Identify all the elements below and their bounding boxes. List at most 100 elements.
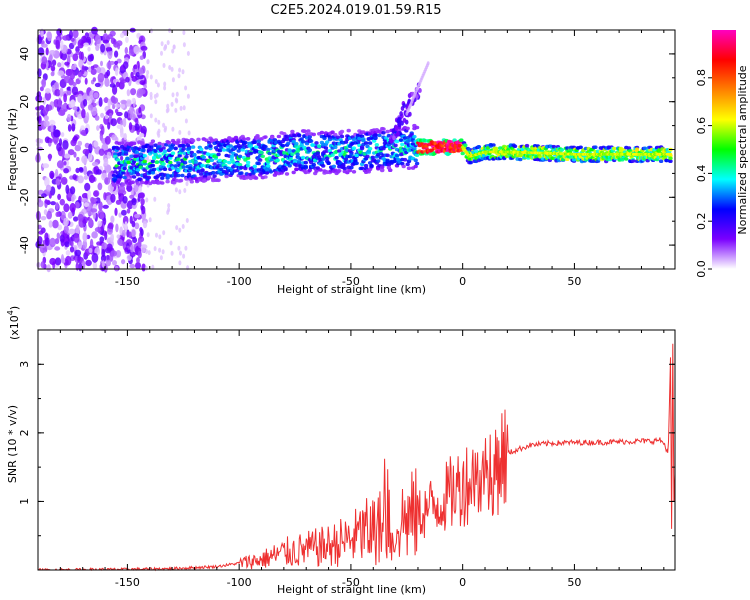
heatmap-cell <box>136 257 140 264</box>
heatmap-cell <box>129 263 136 269</box>
heatmap-cell <box>150 139 156 143</box>
colorbar-tick-label: 0.0 <box>695 260 708 278</box>
heatmap-cell <box>370 155 375 160</box>
heatmap-cell <box>381 131 386 135</box>
heatmap-cell <box>143 84 147 89</box>
heatmap-cell <box>287 163 292 168</box>
heatmap-cell <box>98 201 103 211</box>
heatmap-cell <box>119 141 125 145</box>
heatmap-cell <box>87 104 94 111</box>
heatmap-cell <box>45 237 50 247</box>
heatmap-cell <box>42 163 50 169</box>
heatmap-cell <box>186 51 190 56</box>
heatmap-cell <box>365 154 370 159</box>
heatmap-cell <box>174 187 178 193</box>
heatmap-cell <box>413 164 418 169</box>
heatmap-cell <box>258 158 263 162</box>
heatmap-cell <box>170 250 174 256</box>
heatmap-cell <box>68 30 74 40</box>
heatmap-cell <box>81 108 86 119</box>
heatmap-cell <box>86 112 90 122</box>
heatmap-cell <box>331 164 337 169</box>
heatmap-cell <box>46 264 51 273</box>
heatmap-cell <box>299 137 304 141</box>
heatmap-cell <box>48 220 53 228</box>
heatmap-cell <box>663 155 668 159</box>
heatmap-cell <box>46 210 52 220</box>
heatmap-cell <box>354 153 359 158</box>
heatmap-cell <box>115 250 122 258</box>
heatmap-cell <box>83 175 89 180</box>
heatmap-cell <box>170 66 174 72</box>
heatmap-cell <box>81 155 88 164</box>
heatmap-cell <box>245 153 251 158</box>
heatmap-cell <box>333 145 338 149</box>
heatmap-cell <box>71 64 77 71</box>
heatmap-cell <box>42 107 49 116</box>
heatmap-cell <box>87 54 94 62</box>
heatmap-cell <box>181 69 185 75</box>
heatmap-cell <box>405 126 410 131</box>
heatmap-cell <box>118 184 126 194</box>
heatmap-cell <box>276 134 282 139</box>
heatmap-cell <box>55 178 61 186</box>
heatmap-cell <box>256 161 261 166</box>
heatmap-cell <box>83 165 88 176</box>
heatmap-cell <box>130 71 134 79</box>
heatmap-cell <box>245 160 251 165</box>
heatmap-cell <box>203 174 208 179</box>
heatmap-cell <box>237 154 243 159</box>
heatmap-cell <box>626 146 632 150</box>
heatmap-cell <box>84 77 88 85</box>
heatmap-cell <box>397 128 402 132</box>
heatmap-cell <box>99 236 105 243</box>
heatmap-cell <box>171 77 175 83</box>
heatmap-cell <box>283 167 288 172</box>
heatmap-cell <box>70 240 74 247</box>
heatmap-cell <box>241 137 247 141</box>
heatmap-cell <box>72 53 79 62</box>
heatmap-cell <box>146 70 150 75</box>
heatmap-cell <box>64 75 71 84</box>
heatmap-cell <box>55 202 59 210</box>
x-tick-label: -50 <box>342 275 360 288</box>
heatmap-cell <box>104 177 111 185</box>
heatmap-cell <box>186 93 190 99</box>
heatmap-cell <box>183 188 187 193</box>
heatmap-cell <box>217 148 223 153</box>
heatmap-cell <box>79 167 84 173</box>
heatmap-cell <box>99 212 105 220</box>
heatmap-cell <box>224 174 229 179</box>
heatmap-cell <box>57 193 61 200</box>
heatmap-cell <box>139 132 145 138</box>
snr-y-axis-label: SNR (10 * v/v) <box>6 405 19 483</box>
heatmap-cell <box>173 164 178 168</box>
heatmap-cell <box>60 132 65 138</box>
heatmap-cell <box>166 107 170 113</box>
heatmap-cell <box>70 37 75 42</box>
heatmap-cell <box>153 196 157 202</box>
heatmap-cell <box>658 159 664 163</box>
heatmap-cell <box>182 253 186 259</box>
heatmap-cell <box>116 111 123 117</box>
heatmap-cell <box>57 62 62 68</box>
heatmap-cell <box>518 157 523 162</box>
heatmap-cell <box>245 156 251 160</box>
colorbar-tick-label: 0.6 <box>695 117 708 135</box>
heatmap-cell <box>211 170 216 175</box>
spectrogram-x-axis-label: Height of straight line (km) <box>277 283 426 296</box>
heatmap-cell <box>156 82 160 88</box>
heatmap-cell <box>160 50 163 56</box>
heatmap-cell <box>86 95 91 101</box>
heatmap-cell <box>339 129 345 134</box>
heatmap-cell <box>134 150 139 154</box>
heatmap-cell <box>63 153 71 159</box>
heatmap-cell <box>299 143 304 147</box>
snr-ticks: -150 -100 -50 0 50 1 2 3 <box>18 329 675 589</box>
heatmap-cell <box>126 208 131 214</box>
heatmap-cell <box>182 42 186 48</box>
heatmap-cell <box>275 158 280 163</box>
heatmap-cell <box>112 97 119 104</box>
heatmap-cell <box>152 167 157 172</box>
heatmap-cell <box>121 170 126 175</box>
